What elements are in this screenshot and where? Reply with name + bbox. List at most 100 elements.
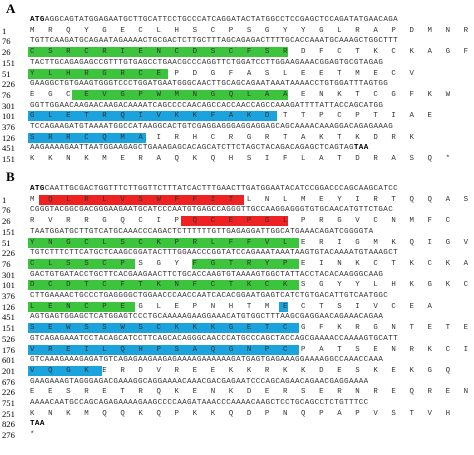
nucleotide-row: 601 GTCAAAGAAAGAGATGTCAGAGAAGAAGAGAAAAGAA… bbox=[0, 355, 474, 365]
position-number: 826 bbox=[2, 419, 15, 430]
position-number: 126 bbox=[2, 301, 15, 312]
amino-acid-row: 276 * bbox=[0, 430, 474, 440]
amino-acid-sequence: E G C E V G P W M N G Q L A A E N K T C … bbox=[30, 90, 455, 99]
amino-acid-row: 176 V R E I L Q H P S A Q G N P C P A T S… bbox=[0, 344, 474, 355]
nucleotide-row: 301 GGTTGGAACAAGAACAAGACAAAATCAGCCCCAACAG… bbox=[0, 101, 474, 111]
nucleotide-text: GAAGAAAGTAGGGAGACGAAAGGCAGGAAAACAAACGACG… bbox=[30, 377, 369, 386]
domain-highlight-red bbox=[38, 194, 244, 205]
position-number: 151 bbox=[2, 154, 15, 165]
amino-acid-sequence: E E S R E T R Q K E N K D E R S E R N R … bbox=[30, 388, 473, 397]
position-number: 76 bbox=[2, 258, 11, 269]
amino-acid-sequence: C L S S C P S G Y F G T R Y P E I N K C … bbox=[30, 259, 473, 268]
nucleotide-row: 676 GAAGAAAGTAGGGAGACGAAAGGCAGGAAAACAAACG… bbox=[0, 377, 474, 387]
domain-highlight-red bbox=[180, 216, 288, 227]
nucleotide-text: CTTGAAAACTGCCCTGAGGGGCTGGAACCCAACCAATCAC… bbox=[30, 292, 389, 300]
nucleotide-row: 226 TGTCTTTCTTCATGCTCAAGCGGATACTTTGGAACCC… bbox=[0, 248, 474, 258]
domain-highlight-blue bbox=[28, 111, 277, 122]
position-number: 1 bbox=[2, 25, 7, 36]
nucleotide-sequence: GACTGTGATACCTGCTTCACGAAGAACTTCTGCACCAAGT… bbox=[30, 270, 383, 280]
position-number: 126 bbox=[2, 132, 15, 143]
nucleotide-row: 451 AGTGAGTGGAGCTCATGGAGTCCCTGCAAAAAGAAGG… bbox=[0, 312, 474, 322]
amino-acid-row: 101 D C D T C F T K N F C T K C K S G Y Y… bbox=[0, 280, 474, 291]
domain-highlight-green bbox=[28, 301, 135, 312]
position-number: 376 bbox=[2, 122, 15, 132]
position-number: 451 bbox=[2, 143, 15, 154]
nucleotide-text: GACTGTGATACCTGCTTCACGAAGAACTTCTGCACCAAGT… bbox=[30, 270, 384, 279]
position-number: 751 bbox=[2, 398, 15, 408]
nucleotide-row: 526 GTCAGAGAAATCCTACAGCATCCTTCAGCACAGGGCA… bbox=[0, 334, 474, 344]
amino-acid-sequence: R V R R G Q C I P Q C E P G L P R G V C … bbox=[30, 217, 455, 226]
amino-acid-sequence: S E W S S W S C K K K G E T C G F K R G … bbox=[30, 324, 473, 333]
nucleotide-sequence: GTCAGAGAAATCCTACAGCATCCTTCAGCACAGGGCAACC… bbox=[30, 334, 398, 344]
amino-acid-row: 226 E E S R E T R Q K E N K D E R S E R N… bbox=[0, 387, 474, 397]
nucleotide-row: 76 CGGGTACGGCGACGGGAAGAATGCATCCCAATGTGAGC… bbox=[0, 205, 474, 215]
nucleotide-text: GAAGGCTGTGAAGTGGGTCCCTGGATGAATGGGCAACTTG… bbox=[30, 80, 389, 89]
amino-acid-sequence: S R R C Q M A I R H C R G R T A K T K D … bbox=[30, 133, 419, 142]
position-number: 301 bbox=[2, 269, 15, 280]
position-number: 251 bbox=[2, 408, 15, 419]
nucleotide-sequence: ATGCAATTGCGACTGGTTTCTTGGTTCTTTATCACTTTGA… bbox=[30, 184, 398, 194]
position-number: 76 bbox=[2, 205, 11, 216]
amino-acid-row: 126 S R R C Q M A I R H C R G R T A K T K… bbox=[0, 132, 474, 143]
amino-acid-row: 1 M Q L R L V S W F F I T L N L M E Y I R… bbox=[0, 194, 474, 205]
position-number: 201 bbox=[2, 365, 15, 376]
amino-acid-row: 76 E G C E V G P W M N G Q L A A E N K T … bbox=[0, 89, 474, 100]
nucleotide-text: GTCAGAGAAATCCTACAGCATCCTTCAGCACAGGGCAACC… bbox=[30, 334, 399, 343]
start-codon: ATG bbox=[30, 16, 45, 24]
position-number: 226 bbox=[2, 387, 15, 398]
nucleotide-sequence: GTCAAAGAAAGAGATGTCAGAGAAGAAGAGAAAAGAAAAA… bbox=[30, 355, 383, 365]
amino-acid-sequence: Y L H R G R C E P D G F A S L E E T M E … bbox=[30, 69, 419, 78]
nucleotide-sequence: ATGAGGCAGTATGGAGAATGCTTGCATTCCTGCCCATCAG… bbox=[30, 15, 398, 25]
position-number: 101 bbox=[2, 111, 15, 122]
nucleotide-text: TACTTGCAGAGAGCCGTTTGTGAGCCTGAACGCCCAGGTT… bbox=[30, 58, 384, 67]
amino-acid-sequence: K N K M Q Q K Q P K K Q D P N Q P A P V … bbox=[30, 409, 455, 418]
amino-acid-row: 26 C S R C R I E N C D S C F S R D F C T … bbox=[0, 47, 474, 58]
nucleotide-row: 226 GAAGGCTGTGAAGTGGGTCCCTGGATGAATGGGCAAC… bbox=[0, 79, 474, 89]
amino-acid-row: 51 Y N G C L S C K P R L F F V L E R I G … bbox=[0, 237, 474, 248]
position-number: 451 bbox=[2, 312, 15, 323]
position-number: 51 bbox=[2, 68, 11, 79]
amino-acid-sequence: M Q L R L V S W F F I T L N L M E Y I R … bbox=[30, 195, 473, 204]
position-number: 526 bbox=[2, 333, 15, 344]
nucleotide-text: AGTGAGTGGAGCTCATGGAGTCCCTGCAAAAAGAAGGAAA… bbox=[30, 313, 384, 322]
domain-highlight-green bbox=[28, 280, 299, 291]
position-number: 151 bbox=[2, 226, 15, 237]
amino-acid-row: 1 M R Q Y G E C L H S C P S G Y Y G L R A… bbox=[0, 26, 474, 36]
nucleotide-row: ATGAGGCAGTATGGAGAATGCTTGCATTCCTGCCCATCAG… bbox=[0, 15, 474, 25]
position-number: 26 bbox=[2, 216, 11, 227]
amino-acid-row: 201 V Q G K E R D V R E E K K R K K D E S… bbox=[0, 365, 474, 376]
nucleotide-sequence: TAATGGATGCTTGTCATGCAAACCCAGACTCTTTTTTGTT… bbox=[30, 227, 374, 237]
amino-acid-row: 151 K K N K M E R A Q K Q H S I F L A T D… bbox=[0, 154, 474, 164]
start-codon: ATG bbox=[30, 185, 45, 193]
domain-highlight-blue bbox=[28, 323, 299, 334]
amino-acid-row: 51 Y L H R G R C E P D G F A S L E E T M … bbox=[0, 68, 474, 79]
position-number: 301 bbox=[2, 100, 15, 111]
position-number: 26 bbox=[2, 47, 11, 58]
amino-acid-sequence: G L E T R Q I V K K F A K D T T P C P T … bbox=[30, 112, 437, 121]
nucleotide-text: AAAACAATGCCAGCAGAGAAAAGAAGCCCCAAGATAAACC… bbox=[30, 399, 369, 407]
domain-highlight-green bbox=[191, 258, 299, 269]
nucleotide-text: CGGGTACGGCGACGGGAAGAATGCATCCCAATGTGAGCCA… bbox=[30, 206, 394, 215]
amino-acid-sequence: K K N K M E R A Q K Q H S I F L A T D R … bbox=[30, 155, 455, 164]
nucleotide-sequence: AGTGAGTGGAGCTCATGGAGTCCCTGCAAAAAGAAGGAAA… bbox=[30, 312, 383, 322]
amino-acid-sequence: M R Q Y G E C L H S C P S G Y Y G L R A … bbox=[30, 26, 473, 35]
domain-highlight-blue bbox=[278, 301, 288, 312]
amino-acid-sequence: C S R C R I E N C D S C F S R D F C T K … bbox=[30, 48, 473, 57]
position-number: 276 bbox=[2, 430, 15, 441]
amino-acid-sequence: Y N G C L S C K P R L F F V L E R I G M … bbox=[30, 238, 473, 247]
position-number: 151 bbox=[2, 57, 15, 68]
amino-acid-sequence: D C D T C F T K N F C T K C K S G Y Y L … bbox=[30, 281, 473, 290]
nucleotide-sequence: TAA bbox=[30, 419, 45, 429]
nucleotide-row: 751 AAAACAATGCCAGCAGAGAAAAGAAGCCCCAAGATAA… bbox=[0, 398, 474, 408]
position-number: 151 bbox=[2, 323, 15, 334]
position-number: 176 bbox=[2, 344, 15, 355]
amino-acid-sequence: * bbox=[30, 431, 40, 440]
nucleotide-row: 151 TACTTGCAGAGAGCCGTTTGTGAGCCTGAACGCCCAG… bbox=[0, 58, 474, 68]
position-number: 226 bbox=[2, 79, 15, 90]
amino-acid-row: 251 K N K M Q Q K Q P K K Q D P N Q P A P… bbox=[0, 409, 474, 419]
amino-acid-row: 76 C L S S C P S G Y F G T R Y P E I N K … bbox=[0, 258, 474, 269]
domain-highlight-green bbox=[28, 68, 168, 79]
domain-highlight-blue bbox=[28, 344, 299, 355]
nucleotide-row: ATGCAATTGCGACTGGTTTCTTGGTTCTTTATCACTTTGA… bbox=[0, 184, 474, 194]
